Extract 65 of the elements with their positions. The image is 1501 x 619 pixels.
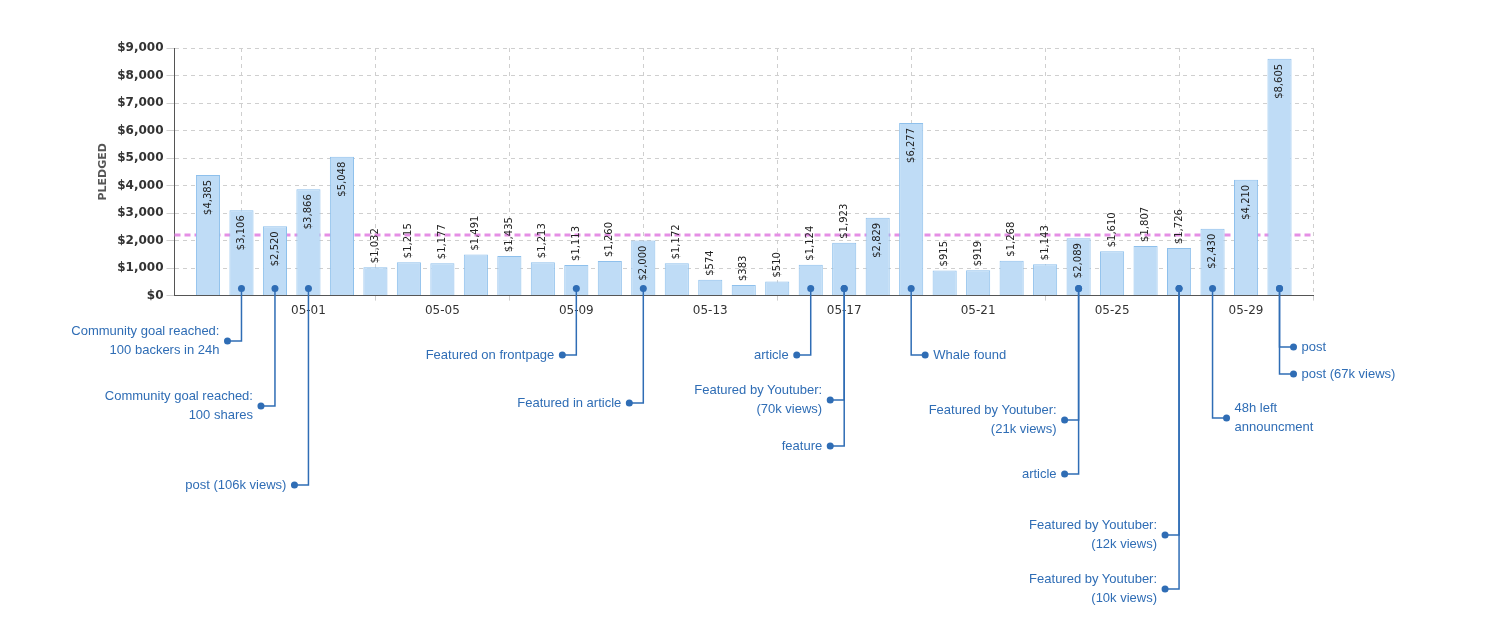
- data-label: $8,605: [1273, 63, 1285, 99]
- data-label: $1,213: [536, 223, 548, 259]
- annotation: Featured by Youtuber: (70k views): [694, 382, 823, 417]
- annotation: post (106k views): [185, 476, 287, 492]
- text: article: [1021, 465, 1057, 481]
- annotation: Featured by Youtuber: (12k views): [1029, 517, 1158, 552]
- data-label: $510: [770, 252, 782, 278]
- data-label: $1,923: [837, 203, 849, 239]
- data-label: $574: [703, 250, 715, 276]
- data-label: $4,385: [201, 179, 213, 215]
- y-tick-label: $7,000: [117, 95, 164, 110]
- data-label: $1,113: [569, 225, 581, 261]
- data-label: $3,106: [235, 215, 247, 251]
- data-label: $2,430: [1206, 233, 1218, 269]
- data-label: $1,268: [1005, 221, 1017, 257]
- annotation: Community goal reached: 100 shares: [104, 388, 254, 423]
- text: post (67k views): [1301, 365, 1396, 381]
- y-tick-label: $2,000: [117, 232, 164, 247]
- data-label: $2,520: [268, 231, 280, 267]
- y-tick-label: $9,000: [117, 40, 164, 55]
- y-tick-label: $5,000: [117, 150, 164, 165]
- data-label: $6,277: [904, 127, 916, 163]
- data-label: $1,807: [1139, 206, 1151, 242]
- y-tick-label: $0: [146, 287, 164, 302]
- x-tick-label: 05-05: [424, 302, 460, 317]
- data-label: $1,172: [670, 224, 682, 260]
- data-label: $1,143: [1038, 225, 1050, 261]
- data-label: $2,089: [1072, 243, 1084, 279]
- x-tick-label: 05-21: [960, 302, 996, 317]
- data-label: $1,435: [502, 217, 514, 253]
- annotation: post: [1301, 338, 1327, 354]
- data-label: $1,610: [1105, 212, 1117, 248]
- annotation: Whale found: [933, 346, 1007, 362]
- annotation: Featured in article: [517, 394, 622, 410]
- y-tick-label: $4,000: [117, 177, 164, 192]
- text: Featured by Youtuber: (10k views): [1029, 571, 1158, 606]
- y-tick-label: $3,000: [117, 205, 164, 220]
- data-label: $1,177: [435, 224, 447, 260]
- annotation: Community goal reached: 100 backers in 24h: [71, 323, 220, 358]
- data-label: $915: [938, 240, 950, 267]
- data-label: $2,000: [636, 245, 648, 281]
- text: feature: [781, 437, 823, 453]
- annotation: article: [754, 346, 789, 362]
- data-label: $5,048: [335, 161, 347, 197]
- y-tick-label: $1,000: [117, 260, 164, 275]
- y-axis-title: PLEDGED: [96, 143, 110, 201]
- data-label: $1,260: [603, 221, 615, 257]
- data-label: $1,726: [1172, 209, 1184, 245]
- data-label: $3,866: [302, 194, 314, 230]
- x-tick-label: 05-13: [692, 302, 728, 317]
- y-tick-label: $6,000: [117, 122, 164, 137]
- x-tick-label: 05-25: [1094, 302, 1130, 317]
- data-label: $4,210: [1239, 184, 1251, 220]
- annotation: Featured on frontpage: [425, 346, 555, 362]
- data-label: $1,032: [369, 228, 381, 264]
- y-tick-label: $8,000: [117, 67, 164, 82]
- data-label: $1,215: [402, 223, 414, 259]
- annotation: Featured by Youtuber: (21k views): [928, 402, 1057, 437]
- data-label: $383: [737, 255, 749, 282]
- annotation: 48h left announcment: [1234, 400, 1314, 435]
- data-label: $919: [971, 240, 983, 267]
- data-label: $1,491: [469, 215, 481, 251]
- data-label: $2,829: [871, 222, 883, 258]
- x-tick-label: 05-29: [1228, 302, 1264, 317]
- data-label: $1,124: [804, 225, 816, 261]
